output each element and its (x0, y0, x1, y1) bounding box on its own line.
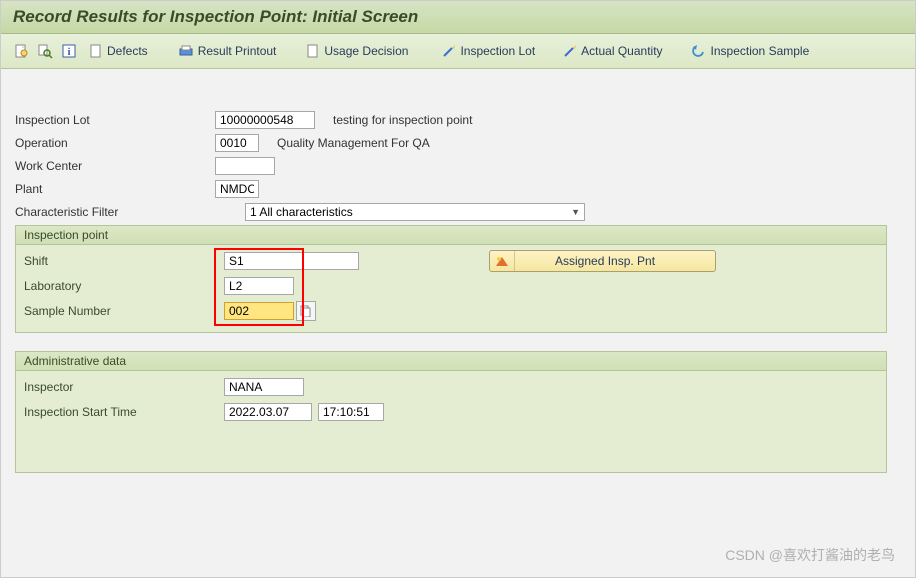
inspection-start-time-label: Inspection Start Time (24, 405, 224, 419)
inspection-lot-button[interactable]: Inspection Lot (436, 42, 541, 60)
char-filter-dropdown[interactable]: 1 All characteristics ▼ (245, 203, 585, 221)
assigned-icon (490, 251, 515, 271)
inspection-start-time-input[interactable] (318, 403, 384, 421)
char-filter-field-label: Characteristic Filter (15, 205, 215, 219)
shift-input[interactable] (224, 252, 359, 270)
work-center-field-label: Work Center (15, 159, 215, 173)
toolbar: i Defects Result Printout Usage Decision… (1, 34, 915, 69)
operation-desc: Quality Management For QA (277, 136, 430, 150)
inspection-sample-label: Inspection Sample (711, 44, 810, 58)
admin-data-header: Administrative data (16, 352, 886, 371)
defects-label: Defects (107, 44, 148, 58)
work-center-input[interactable] (215, 157, 275, 175)
inspection-start-date-input[interactable] (224, 403, 312, 421)
operation-field-label: Operation (15, 136, 215, 150)
result-printout-button[interactable]: Result Printout (172, 42, 283, 60)
sample-number-label: Sample Number (24, 304, 224, 318)
assigned-insp-pnt-button[interactable]: Assigned Insp. Pnt (489, 250, 716, 272)
operation-input[interactable] (215, 134, 259, 152)
inspection-sample-button[interactable]: Inspection Sample (685, 42, 816, 60)
laboratory-label: Laboratory (24, 279, 224, 293)
char-filter-value: 1 All characteristics (250, 205, 353, 219)
plant-input[interactable] (215, 180, 259, 198)
actual-quantity-label: Actual Quantity (581, 44, 662, 58)
inspection-point-header: Inspection point (16, 226, 886, 245)
inspection-lot-input[interactable] (215, 111, 315, 129)
shift-label: Shift (24, 254, 224, 268)
content-area: Inspection Lot testing for inspection po… (1, 69, 915, 501)
usage-decision-label: Usage Decision (324, 44, 408, 58)
page-title: Record Results for Inspection Point: Ini… (1, 1, 915, 34)
inspection-lot-desc: testing for inspection point (333, 113, 472, 127)
inspection-lot-field-label: Inspection Lot (15, 113, 215, 127)
usage-decision-button[interactable]: Usage Decision (300, 42, 414, 60)
defects-button[interactable]: Defects (83, 42, 154, 60)
laboratory-input[interactable] (224, 277, 294, 295)
plant-field-label: Plant (15, 182, 215, 196)
inspector-label: Inspector (24, 380, 224, 394)
find-icon[interactable] (35, 41, 55, 61)
watermark: CSDN @喜欢打酱油的老鸟 (725, 545, 895, 565)
svg-text:i: i (67, 46, 70, 58)
inspector-input[interactable] (224, 378, 304, 396)
assigned-insp-pnt-label: Assigned Insp. Pnt (515, 254, 715, 268)
inspection-lot-label: Inspection Lot (460, 44, 535, 58)
dropdown-arrow-icon: ▼ (571, 207, 580, 217)
info-icon[interactable]: i (59, 41, 79, 61)
sample-number-picker-icon[interactable] (296, 301, 316, 321)
result-printout-label: Result Printout (198, 44, 277, 58)
create-icon[interactable] (11, 41, 31, 61)
sample-number-input[interactable] (224, 302, 294, 320)
actual-quantity-button[interactable]: Actual Quantity (557, 42, 668, 60)
